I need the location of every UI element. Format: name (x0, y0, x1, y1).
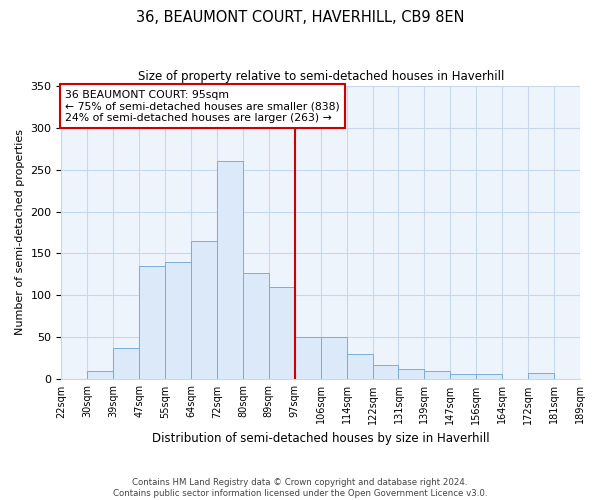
Bar (424, 371, 451, 380)
Bar (373, 365, 398, 380)
Y-axis label: Number of semi-detached properties: Number of semi-detached properties (15, 130, 25, 336)
Title: Size of property relative to semi-detached houses in Haverhill: Size of property relative to semi-detach… (137, 70, 504, 83)
Bar (476, 374, 502, 380)
Bar (269, 287, 295, 380)
Bar (88, 371, 113, 380)
Text: 36 BEAUMONT COURT: 95sqm
← 75% of semi-detached houses are smaller (838)
24% of : 36 BEAUMONT COURT: 95sqm ← 75% of semi-d… (65, 90, 340, 123)
Bar (113, 348, 139, 380)
Bar (398, 370, 424, 380)
Bar (451, 374, 476, 380)
Text: Contains HM Land Registry data © Crown copyright and database right 2024.
Contai: Contains HM Land Registry data © Crown c… (113, 478, 487, 498)
Bar (243, 273, 269, 380)
Bar (217, 161, 243, 380)
Bar (191, 241, 217, 380)
X-axis label: Distribution of semi-detached houses by size in Haverhill: Distribution of semi-detached houses by … (152, 432, 490, 445)
Bar (528, 372, 554, 380)
Bar (165, 262, 191, 380)
Text: 36, BEAUMONT COURT, HAVERHILL, CB9 8EN: 36, BEAUMONT COURT, HAVERHILL, CB9 8EN (136, 10, 464, 25)
Bar (139, 266, 165, 380)
Bar (347, 354, 373, 380)
Bar (295, 338, 321, 380)
Bar (321, 338, 347, 380)
